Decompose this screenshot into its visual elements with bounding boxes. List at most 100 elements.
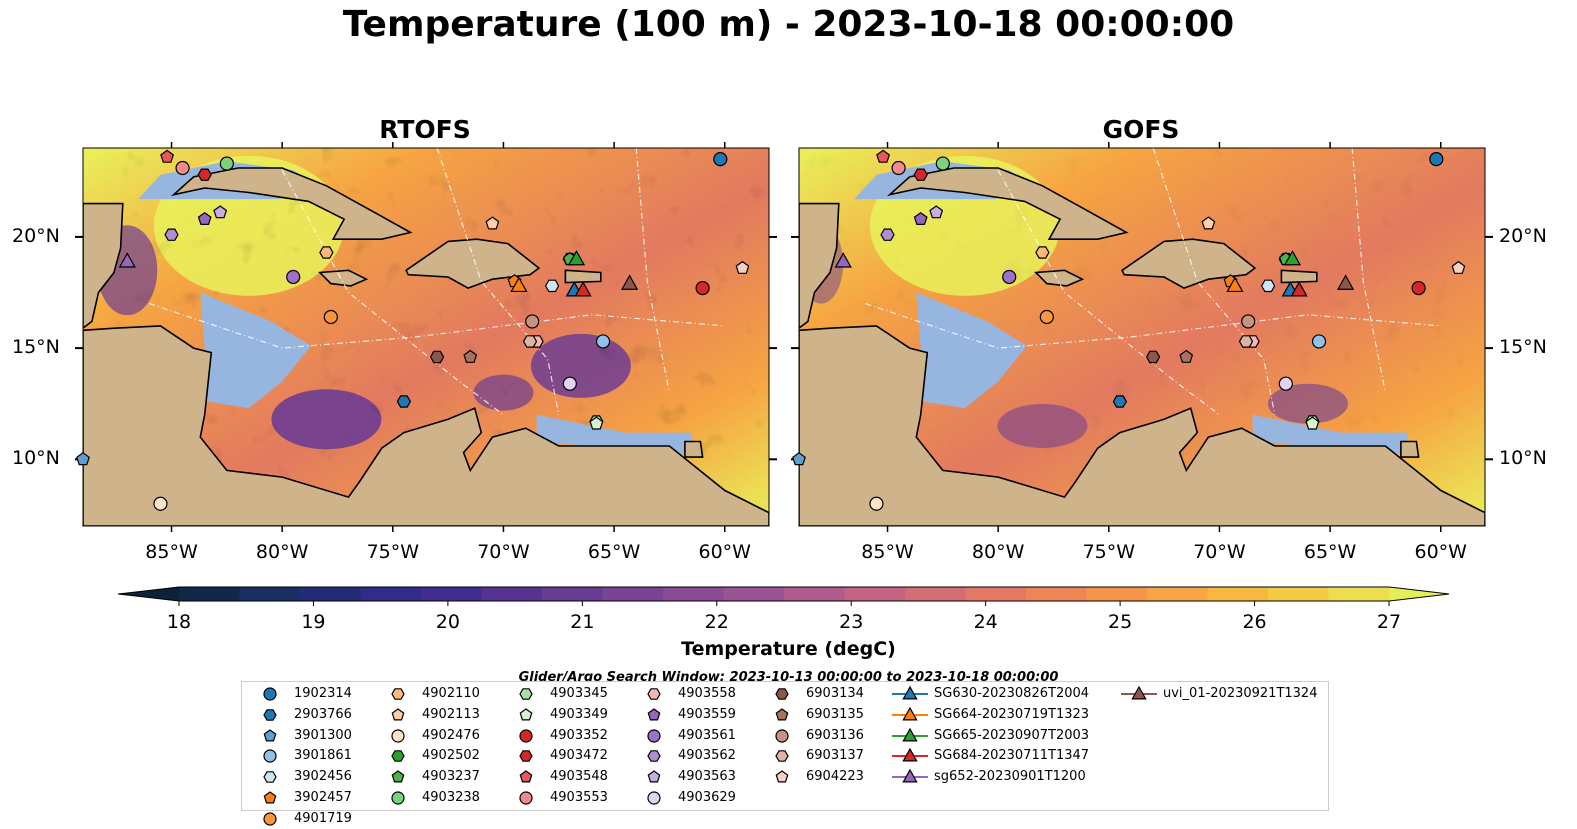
main-title: Temperature (100 m) - 2023-10-18 00:00:0…	[342, 4, 1235, 45]
legend-label: SG630-20230826T2004	[934, 686, 1090, 701]
x-tick-label: 60°W	[1414, 541, 1467, 563]
float-marker	[1145, 350, 1161, 364]
float-marker	[876, 149, 891, 163]
float-marker	[522, 335, 538, 348]
float-marker	[1260, 279, 1276, 293]
legend-marker	[1121, 685, 1157, 700]
colorbar-tick-label: 18	[166, 611, 192, 633]
legend-symbol	[647, 770, 661, 783]
legend-label: sg652-20230901T1200	[934, 769, 1086, 785]
land	[318, 269, 369, 287]
legend-marker	[519, 708, 533, 721]
legend-symbol	[775, 728, 789, 743]
legend-label: SG684-20230711T1347	[934, 748, 1090, 764]
legend-symbol	[263, 728, 277, 742]
legend-marker	[519, 728, 533, 743]
float-marker	[429, 350, 445, 364]
land	[799, 325, 1485, 526]
float-marker	[1241, 314, 1256, 329]
legend-label: 4903345	[550, 686, 608, 701]
colorbar-tick-label: 19	[301, 611, 326, 633]
float-marker	[485, 216, 500, 230]
legend-label: 4902113	[422, 706, 480, 722]
legend-marker	[892, 727, 928, 742]
legend-marker	[775, 708, 789, 721]
colorbar-extend-min	[118, 587, 179, 601]
legend-symbol	[519, 750, 533, 763]
legend-marker	[647, 728, 661, 743]
colorbar-swatch	[179, 587, 240, 601]
glider-marker	[1336, 274, 1355, 290]
float-marker	[880, 228, 895, 241]
eez-boundary	[1351, 148, 1386, 393]
land	[1400, 440, 1420, 458]
legend-symbol	[647, 750, 661, 763]
legend-marker	[519, 791, 533, 805]
legend-symbol	[391, 750, 405, 763]
float-marker	[319, 246, 334, 259]
glider-marker	[567, 249, 586, 266]
colorbar-swatch	[360, 587, 422, 601]
legend-symbol	[391, 688, 405, 700]
legend-marker	[892, 706, 928, 721]
legend-symbol	[1131, 685, 1147, 700]
legend-label: 3901861	[294, 748, 352, 764]
shallow-shelf	[536, 414, 692, 455]
float-marker	[562, 376, 577, 391]
colorbar-extend-max	[1389, 587, 1449, 601]
float-marker	[1039, 309, 1054, 325]
legend-label: 4901719	[294, 810, 352, 826]
colorbar-swatch	[1086, 587, 1148, 601]
legend-symbol	[647, 791, 661, 805]
float-marker	[713, 152, 728, 167]
float-marker	[219, 156, 234, 171]
land	[83, 202, 124, 330]
legend-symbol	[391, 770, 405, 783]
float-marker	[869, 496, 884, 511]
legend-label: 4903349	[550, 706, 608, 722]
legend-marker	[263, 812, 277, 826]
eez-boundary	[997, 169, 1220, 416]
legend-marker	[519, 688, 533, 700]
float-marker	[595, 334, 611, 349]
legend-label: 6903135	[806, 706, 864, 722]
legend-marker	[647, 708, 661, 721]
legend-label: 1902314	[294, 686, 352, 701]
colorbar-swatch	[602, 587, 664, 601]
legend-label: 4903548	[550, 769, 608, 785]
y-tick-label-left: 20°N	[12, 224, 60, 247]
float-marker	[1311, 334, 1327, 349]
float-marker	[1238, 335, 1254, 348]
float-marker	[197, 211, 212, 225]
x-tick-label: 70°W	[1193, 541, 1246, 563]
legend-label: 4903629	[678, 790, 736, 805]
legend-symbol	[902, 706, 918, 721]
glider-marker	[574, 281, 592, 297]
legend-symbol	[902, 768, 918, 783]
legend-symbol	[775, 688, 789, 700]
legend-label: 3902457	[294, 790, 352, 805]
float-marker	[1278, 376, 1293, 391]
float-marker	[153, 496, 168, 511]
shallow-shelf	[916, 292, 1027, 409]
legend-marker	[263, 791, 277, 804]
legend-symbol	[775, 708, 789, 721]
land	[886, 167, 1129, 240]
float-marker	[164, 228, 179, 241]
legend-label: SG665-20230907T2003	[934, 727, 1090, 743]
land	[1280, 269, 1318, 284]
legend-marker	[519, 750, 533, 763]
legend-marker	[519, 770, 533, 783]
x-tick-label: 85°W	[861, 541, 914, 563]
legend-marker	[647, 770, 661, 783]
gofs-map	[799, 148, 1485, 526]
legend-marker	[775, 688, 789, 700]
float-marker	[160, 149, 175, 163]
land	[799, 202, 840, 330]
legend-label: 3902456	[294, 769, 352, 785]
legend-marker	[391, 688, 405, 700]
colorbar-tick-label: 27	[1376, 611, 1402, 633]
glider-marker	[510, 276, 528, 293]
y-tick-label-right: 15°N	[1499, 336, 1547, 359]
legend-label: 4903352	[550, 727, 608, 743]
